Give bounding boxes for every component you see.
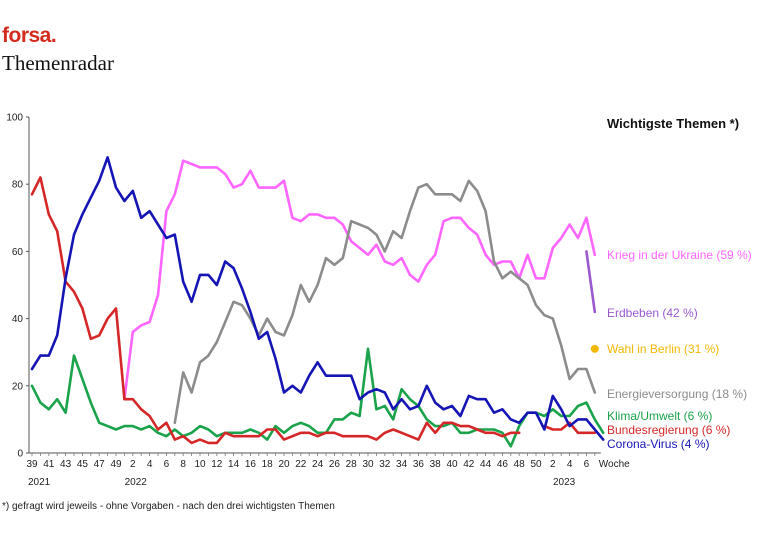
x-tick-label: 26 xyxy=(329,459,341,470)
year-label: 2022 xyxy=(125,477,148,488)
x-tick-label: 45 xyxy=(77,459,89,470)
x-tick-label: 47 xyxy=(94,459,106,470)
x-tick-label: 22 xyxy=(295,459,307,470)
x-tick-label: 2 xyxy=(130,459,136,470)
y-tick-label: 0 xyxy=(17,449,23,460)
year-label: 2023 xyxy=(553,477,576,488)
x-axis-label: Woche xyxy=(599,459,630,470)
x-tick-label: 10 xyxy=(194,459,206,470)
legend-title: Wichtigste Themen *) xyxy=(607,116,740,131)
y-tick-label: 20 xyxy=(12,381,24,392)
x-tick-label: 20 xyxy=(278,459,290,470)
x-tick-label: 50 xyxy=(530,459,542,470)
x-tick-label: 34 xyxy=(396,459,408,470)
x-tick-label: 8 xyxy=(180,459,186,470)
series-label: Krieg in der Ukraine (59 %) xyxy=(607,248,752,262)
x-tick-label: 36 xyxy=(413,459,425,470)
series-line xyxy=(123,159,597,401)
x-tick-label: 14 xyxy=(228,459,240,470)
series-line xyxy=(585,250,597,314)
x-tick-label: 4 xyxy=(147,459,153,470)
series-labels: Krieg in der Ukraine (59 %) Erdbeben (42 … xyxy=(607,248,752,451)
y-tick-label: 100 xyxy=(6,113,23,124)
x-tick-label: 24 xyxy=(312,459,324,470)
series-label: Energieversorgung (18 %) xyxy=(607,387,747,401)
x-tick-label: 16 xyxy=(245,459,257,470)
y-tick-label: 80 xyxy=(12,180,24,191)
series-label: Corona-Virus (4 %) xyxy=(607,437,709,451)
x-tick-label: 41 xyxy=(43,459,55,470)
x-tick-label: 2 xyxy=(550,459,556,470)
x-tick-label: 6 xyxy=(584,459,590,470)
y-tick-label: 40 xyxy=(12,314,24,325)
x-tick-label: 48 xyxy=(514,459,526,470)
footnote: *) gefragt wird jeweils - ohne Vorgaben … xyxy=(2,501,335,512)
x-tick-label: 42 xyxy=(463,459,475,470)
series-line xyxy=(30,347,605,448)
x-tick-label: 38 xyxy=(430,459,442,470)
series-label: Bundesregierung (6 %) xyxy=(607,423,730,437)
chart-title: Themenradar xyxy=(2,51,114,75)
x-tick-label: 46 xyxy=(497,459,509,470)
x-tick-label: 49 xyxy=(110,459,122,470)
series-label: Klima/Umwelt (6 %) xyxy=(607,409,712,423)
x-tick-label: 39 xyxy=(26,459,38,470)
forsa-logo: forsa. xyxy=(2,24,57,47)
x-tick-label: 30 xyxy=(362,459,374,470)
x-tick-label: 18 xyxy=(262,459,274,470)
series-line xyxy=(30,156,605,441)
series-line xyxy=(173,179,597,425)
series-label: Wahl in Berlin (31 %) xyxy=(607,342,719,356)
x-tick-label: 28 xyxy=(346,459,358,470)
x-tick-label: 12 xyxy=(211,459,223,470)
series-lines xyxy=(30,156,605,448)
x-tick-label: 40 xyxy=(446,459,458,470)
x-tick-label: 43 xyxy=(60,459,72,470)
year-label: 2021 xyxy=(28,477,51,488)
x-tick-label: 32 xyxy=(379,459,391,470)
series-point xyxy=(590,344,599,353)
x-tick-label: 44 xyxy=(480,459,492,470)
x-tick-label: 6 xyxy=(164,459,170,470)
x-tick-label: 4 xyxy=(567,459,573,470)
series-line xyxy=(30,176,597,445)
y-tick-label: 60 xyxy=(12,247,24,258)
series-label: Erdbeben (42 %) xyxy=(607,306,698,320)
